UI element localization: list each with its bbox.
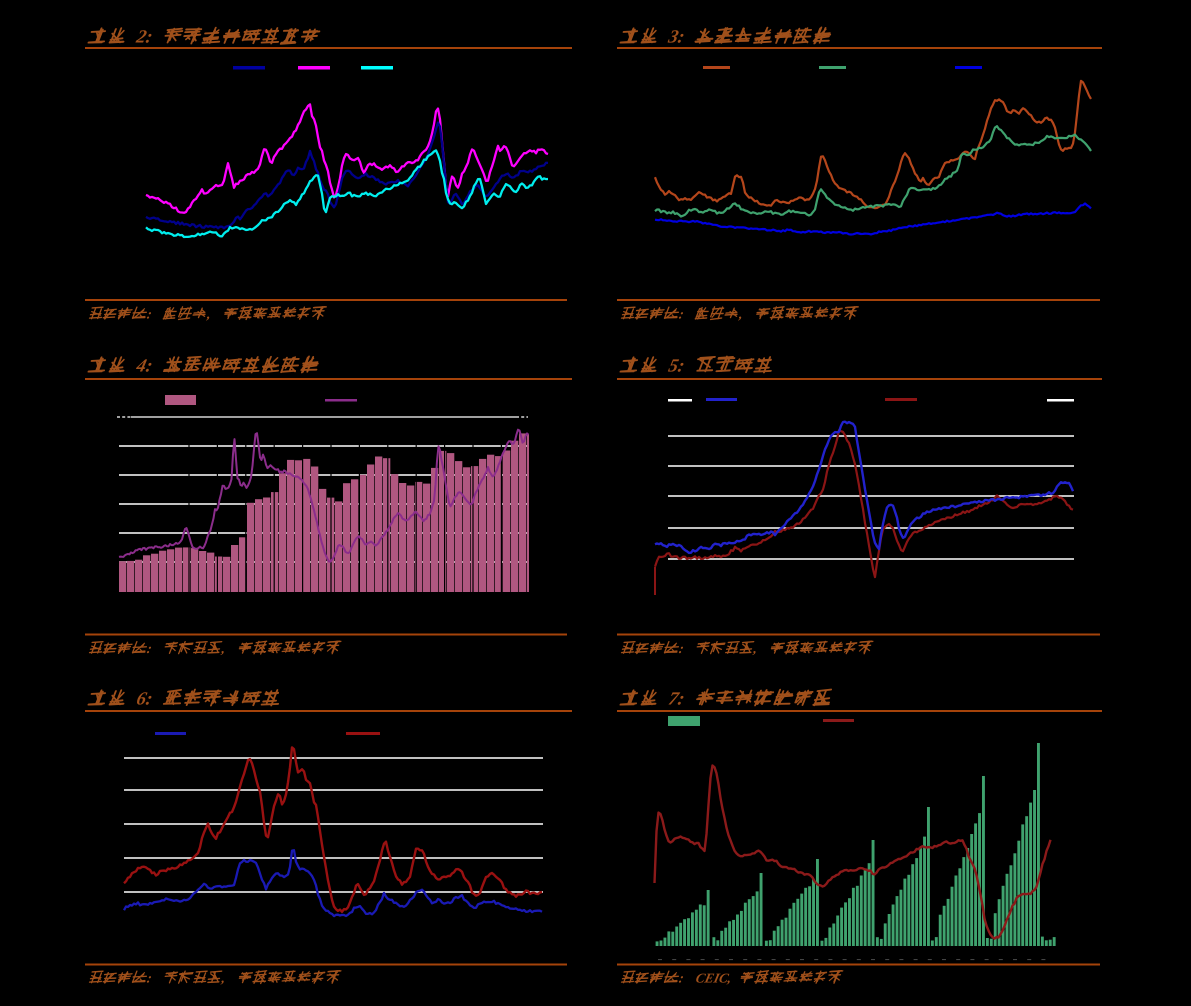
svg-text:,: , [205, 307, 213, 322]
svg-text::: : [678, 641, 686, 656]
svg-text:6:: 6: [134, 689, 154, 710]
svg-text:,: , [752, 641, 760, 656]
svg-text:5:: 5: [666, 356, 686, 377]
svg-text::: : [678, 307, 686, 322]
svg-text::: : [678, 971, 686, 986]
svg-text::: : [146, 641, 154, 656]
svg-text:7:: 7: [666, 689, 686, 710]
svg-text:,: , [220, 641, 228, 656]
svg-text:4:: 4: [133, 356, 154, 377]
svg-text:3:: 3: [665, 27, 686, 48]
svg-text:,: , [737, 307, 745, 322]
svg-text::: : [146, 971, 154, 986]
svg-text::: : [146, 307, 154, 322]
svg-text:,: , [220, 971, 228, 986]
svg-text:CEIC,: CEIC, [694, 971, 733, 986]
svg-text:2:: 2: [133, 27, 154, 48]
